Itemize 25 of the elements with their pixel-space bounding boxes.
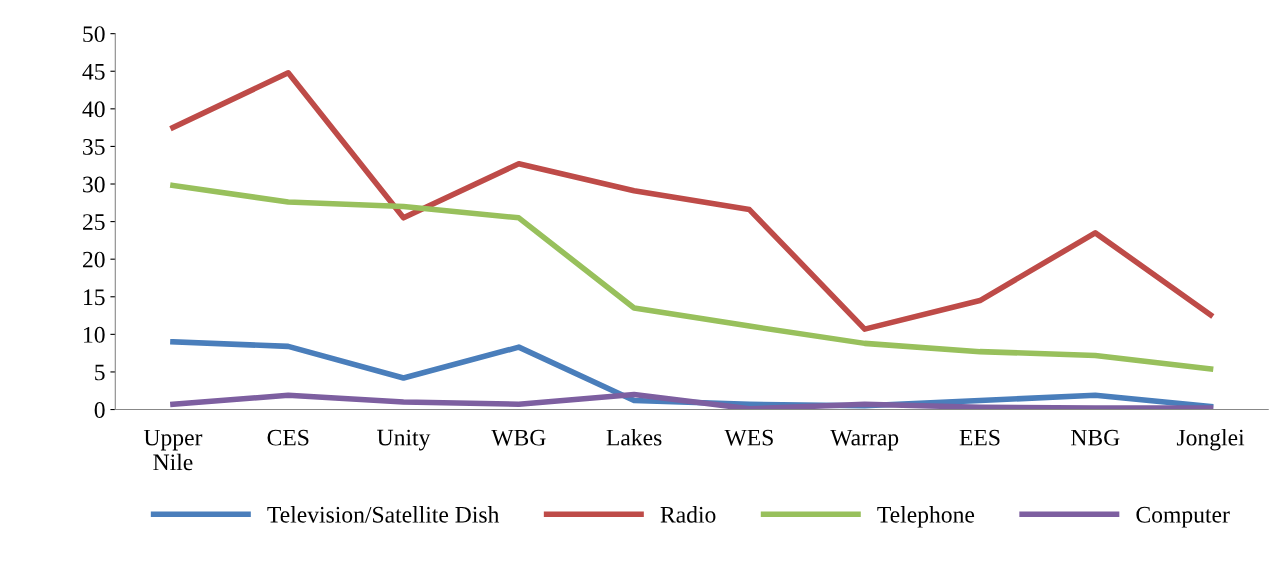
x-tick-label: Jonglei bbox=[1176, 428, 1245, 451]
legend-label: Telephone bbox=[877, 506, 975, 528]
x-tick-label: EES bbox=[959, 429, 1000, 446]
x-tick-label: CES bbox=[267, 429, 309, 446]
y-tick-label: 45 bbox=[82, 63, 105, 80]
x-tick-label: Upper Nile bbox=[143, 429, 203, 471]
x-tick-label: Warrap bbox=[830, 429, 899, 451]
x-tick-label: Unity bbox=[377, 429, 431, 451]
y-tick-label: 20 bbox=[82, 251, 105, 268]
x-tick-label: Lakes bbox=[606, 428, 662, 446]
y-tick-label: 30 bbox=[83, 176, 105, 193]
x-tick-label: NBG bbox=[1071, 429, 1120, 446]
y-tick-label: 50 bbox=[83, 26, 105, 43]
x-tick-label: WBG bbox=[491, 429, 546, 446]
legend-label: Radio bbox=[660, 506, 716, 523]
y-tick-label: 35 bbox=[83, 138, 105, 155]
legend-label: Computer bbox=[1136, 506, 1230, 528]
y-tick-label: 40 bbox=[82, 101, 105, 118]
x-tick-label: WES bbox=[724, 429, 773, 446]
y-tick-label: 0 bbox=[94, 402, 105, 418]
y-tick-label: 10 bbox=[84, 326, 105, 343]
y-tick-label: 25 bbox=[82, 214, 105, 231]
y-tick-label: 5 bbox=[95, 364, 105, 381]
legend-label: Television/Satellite Dish bbox=[267, 506, 500, 523]
y-tick-label: 15 bbox=[84, 289, 105, 306]
